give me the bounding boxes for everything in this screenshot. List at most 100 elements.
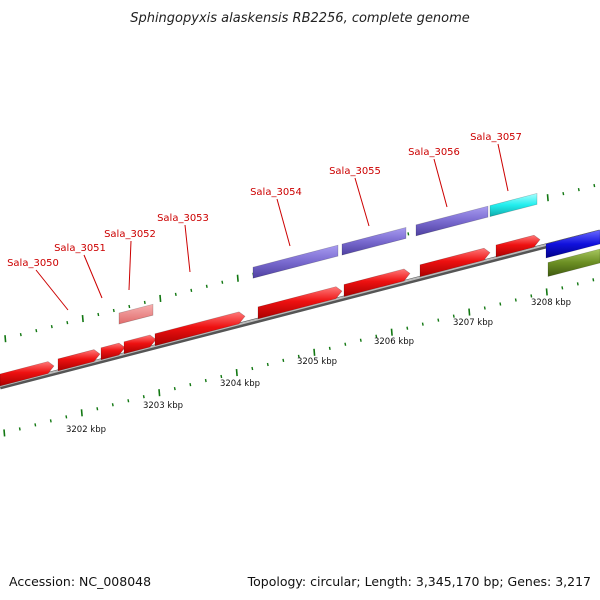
minor-tick (375, 334, 378, 338)
minor-tick (251, 366, 254, 371)
minor-tick (437, 318, 440, 322)
minor-tick (220, 374, 223, 379)
minor-tick (174, 292, 177, 297)
scale-labels: 3202 kbp 3203 kbp 3204 kbp 3205 kbp 3206… (66, 298, 571, 435)
gene-arrow-sala-3053 (154, 311, 246, 347)
minor-tick (112, 308, 115, 313)
minor-tick (344, 342, 347, 346)
minor-tick (561, 286, 564, 290)
map-title: Sphingopyxis alaskensis RB2256, complete… (130, 11, 470, 26)
gene-labels: Sala_3050 Sala_3051 Sala_3052 Sala_3053 … (7, 132, 522, 269)
minor-tick (562, 191, 565, 196)
leader-line (83, 254, 103, 299)
minor-tick (127, 399, 130, 403)
gene-box-cyan (489, 192, 538, 217)
scale-label: 3208 kbp (531, 298, 571, 308)
leader-line (184, 224, 191, 273)
gene-label: Sala_3052 (104, 229, 156, 240)
minor-tick (452, 314, 455, 318)
gene-label: Sala_3053 (157, 213, 209, 224)
scale-label: 3205 kbp (297, 357, 337, 367)
leader-line (128, 240, 132, 291)
gene-label: Sala_3051 (54, 243, 106, 254)
gene-arrow-blue (545, 229, 600, 259)
minor-tick (483, 306, 486, 310)
leader-line (354, 177, 370, 227)
minor-tick (221, 280, 224, 284)
minor-tick (65, 415, 68, 419)
minor-tick (97, 312, 100, 317)
gene-box-salmon (118, 303, 154, 325)
major-tick (3, 429, 6, 437)
leader-line (433, 158, 448, 208)
leader-line (497, 143, 509, 192)
label-leader-lines (35, 143, 509, 311)
minor-tick (328, 346, 331, 350)
minor-tick (190, 288, 193, 292)
major-tick (4, 335, 7, 343)
minor-tick (407, 232, 410, 236)
minor-tick (35, 329, 38, 333)
minor-tick (204, 378, 207, 383)
major-tick (159, 294, 162, 302)
minor-tick (18, 427, 21, 431)
minor-tick (173, 386, 176, 391)
minor-tick (421, 322, 424, 326)
leader-line (35, 269, 69, 311)
minor-tick (128, 304, 131, 309)
minor-tick (143, 300, 146, 305)
minor-tick (593, 183, 596, 188)
minor-tick (266, 362, 269, 367)
gene-arrow-olive (547, 248, 600, 277)
major-tick (546, 194, 549, 202)
gene-arrow-sala-3057 (495, 234, 541, 258)
minor-tick (530, 294, 533, 298)
minor-tick (49, 419, 52, 423)
minor-tick (406, 326, 409, 330)
gene-label: Sala_3054 (250, 187, 302, 198)
scale-label: 3207 kbp (453, 318, 493, 328)
major-tick (80, 409, 83, 417)
genome-backbone (0, 229, 600, 390)
minor-tick (189, 382, 192, 387)
scale-label: 3202 kbp (66, 425, 106, 435)
gene-arrow-sala-3056 (419, 247, 491, 278)
minor-tick (50, 324, 53, 329)
minor-tick (96, 407, 99, 411)
major-tick (81, 314, 84, 323)
gene-arrow-sala-3055 (343, 268, 411, 297)
scale-label: 3206 kbp (374, 337, 414, 347)
gene-arrow-sala-3050 (0, 361, 55, 387)
gene-arrow-sala-3054 (257, 286, 343, 320)
minor-tick (205, 284, 208, 288)
gene-arrow-sala-3052 (100, 342, 126, 361)
minor-tick (111, 403, 114, 407)
scale-label: 3203 kbp (143, 401, 183, 411)
leader-line (276, 198, 291, 247)
major-tick (236, 274, 239, 282)
minor-tick (592, 278, 595, 282)
gene-box-purple (341, 227, 407, 256)
gene-features (0, 192, 600, 387)
gene-label: Sala_3056 (408, 147, 460, 158)
minor-tick (297, 354, 300, 359)
gene-arrow-sala-3051 (57, 349, 101, 372)
major-tick (468, 308, 471, 316)
major-tick (390, 328, 393, 336)
minor-tick (66, 320, 69, 325)
major-tick (235, 368, 238, 377)
gene-arrow-red (123, 334, 157, 355)
minor-tick (514, 298, 517, 302)
scale-label: 3204 kbp (220, 379, 260, 389)
minor-tick (576, 282, 579, 286)
gene-box-purple (252, 244, 339, 279)
minor-tick (282, 358, 285, 363)
backbone-highlight (0, 230, 600, 387)
genome-stats-text: Topology: circular; Length: 3,345,170 bp… (247, 574, 591, 589)
minor-tick (34, 423, 37, 427)
minor-tick (499, 302, 502, 306)
minor-tick (19, 333, 22, 337)
gene-label: Sala_3057 (470, 132, 522, 143)
minor-tick (577, 187, 580, 192)
